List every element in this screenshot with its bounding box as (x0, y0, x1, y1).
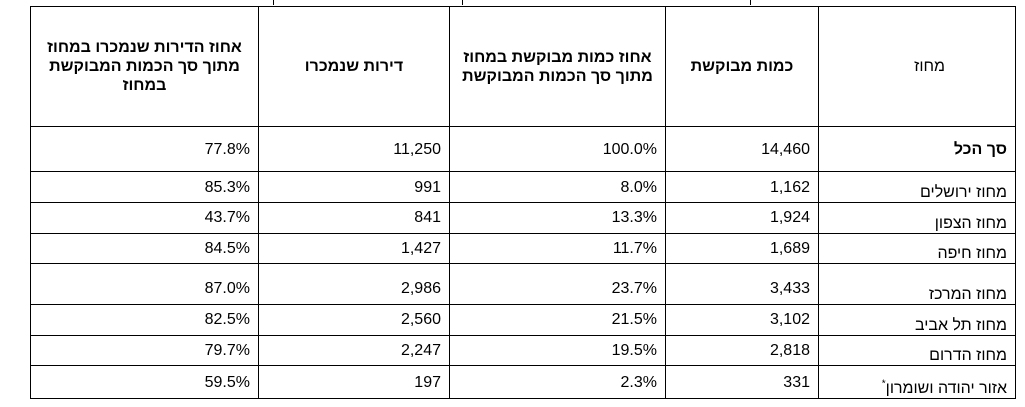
sold-cell: 2,986 (258, 263, 450, 306)
table-row: 43.7% 841 13.3% 1,924 מחוז הצפון (30, 201, 1016, 234)
header-pct-sold-of-demanded: אחוז הדירות שנמכרו במחוז מתוך סך הכמות ה… (30, 5, 259, 128)
header-demanded: כמות מבוקשת (665, 5, 819, 128)
table-row: 87.0% 2,986 23.7% 3,433 מחוז המרכז (30, 263, 1016, 306)
pct-demanded-cell: 23.7% (449, 263, 666, 306)
header-district: מחוז (818, 5, 1016, 128)
district-label: מחוז תל אביב (915, 316, 1007, 334)
pct-sold-cell: 87.0% (30, 263, 259, 306)
demanded-cell: 1,924 (665, 201, 819, 234)
header-pct-demanded-of-total: אחוז כמות מבוקשת במחוז מתוך סך הכמות המב… (449, 5, 666, 128)
footnote-mark: * (881, 378, 886, 390)
sold-cell: 2,247 (258, 334, 450, 367)
district-label: מחוז המרכז (928, 286, 1007, 304)
district-cell: מחוז המרכז (818, 263, 1016, 306)
pct-sold-cell: 59.5% (30, 365, 259, 399)
total-row: 77.8% 11,250 100.0% 14,460 סך הכל (30, 126, 1016, 173)
pct-demanded-cell: 2.3% (449, 365, 666, 399)
pct-sold-cell: 84.5% (30, 232, 259, 265)
sold-cell: 991 (258, 171, 450, 203)
top-tick (750, 0, 751, 5)
pct-sold-cell: 77.8% (30, 126, 259, 173)
table-row: 59.5% 197 2.3% 331 אזור יהודה ושומרון* (30, 365, 1016, 399)
district-cell: אזור יהודה ושומרון* (818, 365, 1016, 399)
top-tick (462, 0, 463, 5)
pct-demanded-cell: 100.0% (449, 126, 666, 173)
table-row: 79.7% 2,247 19.5% 2,818 מחוז הדרום (30, 334, 1016, 367)
district-label: סך הכל (953, 140, 1007, 158)
pct-demanded-cell: 11.7% (449, 232, 666, 265)
district-label: מחוז הצפון (934, 214, 1007, 232)
demanded-cell: 3,433 (665, 263, 819, 306)
sold-cell: 197 (258, 365, 450, 399)
district-cell: מחוז הדרום (818, 334, 1016, 367)
demanded-cell: 1,689 (665, 232, 819, 265)
demanded-cell: 3,102 (665, 304, 819, 336)
district-label: מחוז חיפה (937, 245, 1007, 263)
district-label: מחוז ירושלים (920, 183, 1007, 201)
table-row: 82.5% 2,560 21.5% 3,102 מחוז תל אביב (30, 304, 1016, 336)
pct-sold-cell: 43.7% (30, 201, 259, 234)
district-label: אזור יהודה ושומרון (885, 380, 1007, 397)
demanded-cell: 14,460 (665, 126, 819, 173)
sold-cell: 11,250 (258, 126, 450, 173)
pct-demanded-cell: 19.5% (449, 334, 666, 367)
pct-demanded-cell: 13.3% (449, 201, 666, 234)
demanded-cell: 2,818 (665, 334, 819, 367)
district-cell: מחוז חיפה (818, 232, 1016, 265)
table-row: 84.5% 1,427 11.7% 1,689 מחוז חיפה (30, 232, 1016, 265)
district-cell: מחוז הצפון (818, 201, 1016, 234)
district-cell: מחוז ירושלים (818, 171, 1016, 203)
sold-cell: 1,427 (258, 232, 450, 265)
demanded-cell: 331 (665, 365, 819, 399)
header-row: אחוז הדירות שנמכרו במחוז מתוך סך הכמות ה… (30, 5, 1016, 128)
sold-cell: 841 (258, 201, 450, 234)
header-sold: דירות שנמכרו (258, 5, 450, 128)
top-tick (273, 0, 274, 5)
demanded-cell: 1,162 (665, 171, 819, 203)
district-label: מחוז הדרום (929, 347, 1007, 365)
pct-sold-cell: 85.3% (30, 171, 259, 203)
table-row: 85.3% 991 8.0% 1,162 מחוז ירושלים (30, 171, 1016, 203)
pct-demanded-cell: 8.0% (449, 171, 666, 203)
pct-sold-cell: 79.7% (30, 334, 259, 367)
pct-demanded-cell: 21.5% (449, 304, 666, 336)
top-border-ticks (35, 0, 1010, 5)
district-demand-table: אחוז הדירות שנמכרו במחוז מתוך סך הכמות ה… (30, 5, 1016, 399)
pct-sold-cell: 82.5% (30, 304, 259, 336)
sold-cell: 2,560 (258, 304, 450, 336)
table-body: 77.8% 11,250 100.0% 14,460 סך הכל 85.3% 991 8.0… (30, 126, 1016, 399)
district-cell: סך הכל (818, 126, 1016, 173)
district-cell: מחוז תל אביב (818, 304, 1016, 336)
